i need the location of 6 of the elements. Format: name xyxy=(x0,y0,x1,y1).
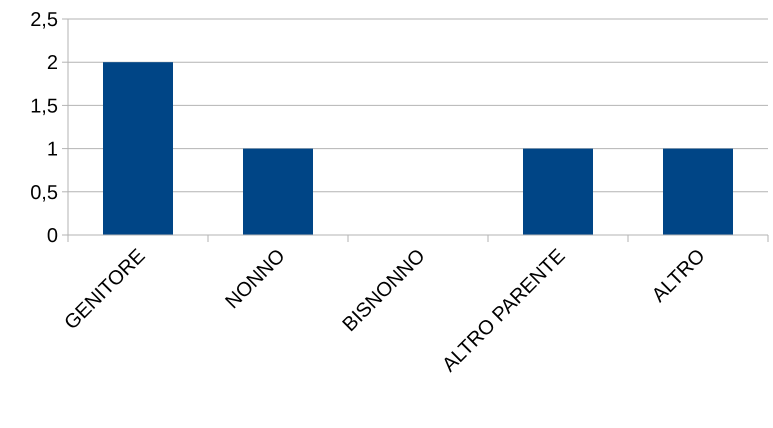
y-tick-label: 2,5 xyxy=(30,9,58,31)
y-tick-label: 1 xyxy=(46,138,58,161)
y-tick-label: 2 xyxy=(46,52,58,74)
y-tick-label: 1,5 xyxy=(30,95,58,118)
y-tick-label: 0 xyxy=(46,225,58,247)
y-tick-label: 0,5 xyxy=(30,182,58,204)
